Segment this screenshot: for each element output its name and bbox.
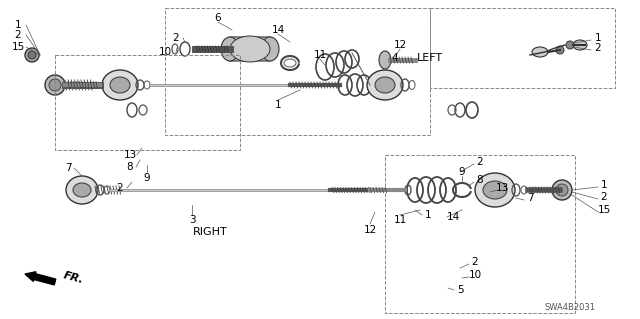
- Text: 11: 11: [314, 50, 326, 60]
- Text: 2: 2: [595, 43, 602, 53]
- Ellipse shape: [66, 176, 98, 204]
- Text: 8: 8: [477, 175, 483, 185]
- Ellipse shape: [230, 36, 270, 62]
- Text: 13: 13: [495, 183, 509, 193]
- Text: 5: 5: [457, 285, 463, 295]
- Text: 12: 12: [394, 40, 406, 50]
- Ellipse shape: [221, 37, 239, 61]
- Text: 8: 8: [127, 162, 133, 172]
- Ellipse shape: [375, 77, 395, 93]
- Text: 6: 6: [214, 13, 221, 23]
- Text: 4: 4: [392, 53, 398, 63]
- Text: RIGHT: RIGHT: [193, 227, 227, 237]
- Text: 2: 2: [15, 30, 21, 40]
- Text: 1: 1: [275, 100, 282, 110]
- Text: 14: 14: [271, 25, 285, 35]
- Ellipse shape: [25, 48, 39, 62]
- Text: 10: 10: [159, 47, 172, 57]
- Text: 14: 14: [446, 212, 460, 222]
- Text: 7: 7: [65, 163, 71, 173]
- Ellipse shape: [261, 37, 279, 61]
- Text: 11: 11: [394, 215, 406, 225]
- Ellipse shape: [573, 40, 587, 50]
- Ellipse shape: [556, 46, 564, 54]
- FancyArrow shape: [25, 272, 56, 285]
- Ellipse shape: [556, 184, 568, 196]
- Ellipse shape: [45, 75, 65, 95]
- Text: 2: 2: [173, 33, 179, 43]
- Text: 2: 2: [601, 192, 607, 202]
- Text: 12: 12: [364, 225, 376, 235]
- Text: 15: 15: [597, 205, 611, 215]
- Text: 7: 7: [527, 193, 533, 203]
- Ellipse shape: [379, 51, 391, 69]
- Text: 1: 1: [601, 180, 607, 190]
- Text: 10: 10: [468, 270, 481, 280]
- Text: 9: 9: [459, 167, 465, 177]
- Ellipse shape: [102, 70, 138, 100]
- Text: 13: 13: [124, 150, 136, 160]
- Text: FR.: FR.: [62, 271, 84, 286]
- Ellipse shape: [532, 47, 548, 57]
- Text: 1: 1: [15, 20, 21, 30]
- Text: 1: 1: [595, 33, 602, 43]
- Ellipse shape: [566, 41, 574, 49]
- Ellipse shape: [483, 181, 507, 199]
- Text: 2: 2: [472, 257, 478, 267]
- Ellipse shape: [367, 70, 403, 100]
- Text: SWA4B2031: SWA4B2031: [545, 303, 595, 313]
- Text: 9: 9: [144, 173, 150, 183]
- Text: 3: 3: [189, 215, 195, 225]
- Text: 2: 2: [477, 157, 483, 167]
- Text: 2: 2: [116, 183, 124, 193]
- Text: LEFT: LEFT: [417, 53, 443, 63]
- Ellipse shape: [110, 77, 130, 93]
- Ellipse shape: [475, 173, 515, 207]
- Ellipse shape: [552, 180, 572, 200]
- FancyBboxPatch shape: [229, 37, 271, 61]
- Ellipse shape: [49, 79, 61, 91]
- Ellipse shape: [28, 51, 36, 59]
- Text: 1: 1: [425, 210, 431, 220]
- Text: 15: 15: [12, 42, 24, 52]
- Ellipse shape: [73, 183, 91, 197]
